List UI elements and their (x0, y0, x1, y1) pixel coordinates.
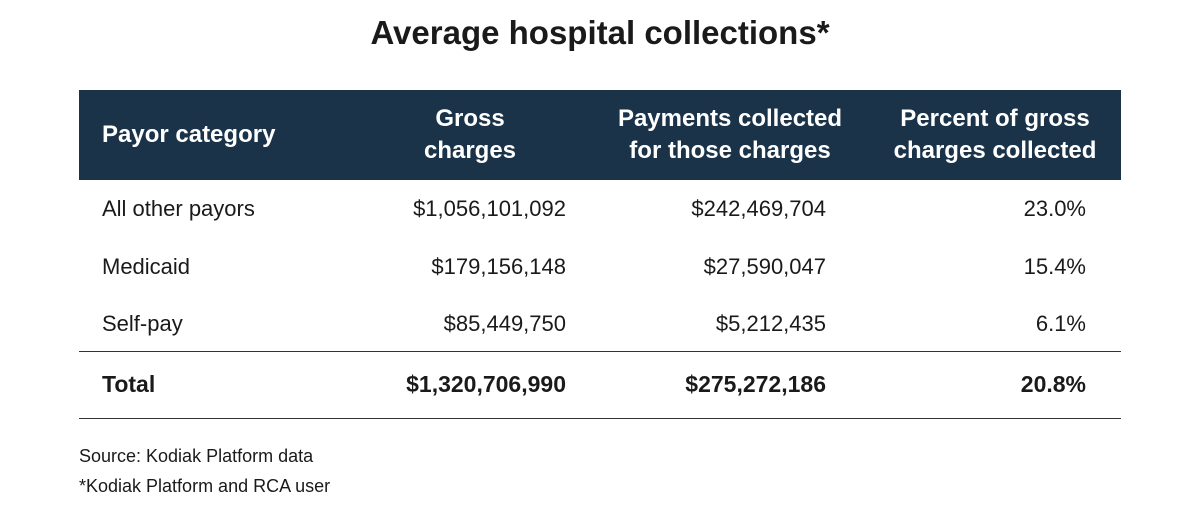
value-cell: $242,469,704 (691, 196, 826, 221)
header-line: Payments collected (617, 105, 843, 132)
header-line: charges (423, 137, 517, 164)
header-cell: Gross charges (370, 103, 570, 167)
value-cell: $27,590,047 (703, 253, 826, 279)
value-cell: $5,212,435 (715, 311, 826, 336)
header-cell: Payments collected for those charges (590, 103, 870, 167)
value-cell: 15.4% (1023, 253, 1086, 279)
header-line: charges collected (893, 137, 1097, 164)
header-cell: Payor category (102, 121, 276, 148)
header-line: Gross (435, 105, 505, 132)
rule (79, 351, 1121, 352)
title: Average hospital collections* (370, 14, 830, 51)
rule (79, 418, 1121, 419)
header-line: Percent of gross (900, 105, 1090, 132)
value-cell: $179,156,148 (431, 253, 566, 279)
value-cell: 20.8% (1020, 371, 1086, 397)
source-note: Source: Kodiak Platform data (79, 446, 314, 466)
label-cell: Total (102, 371, 156, 397)
value-cell: 6.1% (1035, 311, 1086, 336)
header-cell: Percent of gross charges collected (870, 103, 1120, 167)
value-cell: $85,449,750 (443, 311, 566, 336)
label-cell: Medicaid (102, 253, 191, 279)
value-cell: 23.0% (1023, 196, 1086, 221)
value-cell: $275,272,186 (685, 371, 826, 397)
label-cell: All other payors (102, 196, 255, 221)
value-cell: $1,056,101,092 (413, 196, 566, 221)
table-header: Payor category Gross charges Payments col… (79, 90, 1121, 180)
value-cell: $1,320,706,990 (406, 371, 566, 397)
footnote: *Kodiak Platform and RCA user (79, 476, 331, 496)
header-line: for those charges (629, 137, 831, 164)
label-cell: Self-pay (102, 311, 183, 336)
